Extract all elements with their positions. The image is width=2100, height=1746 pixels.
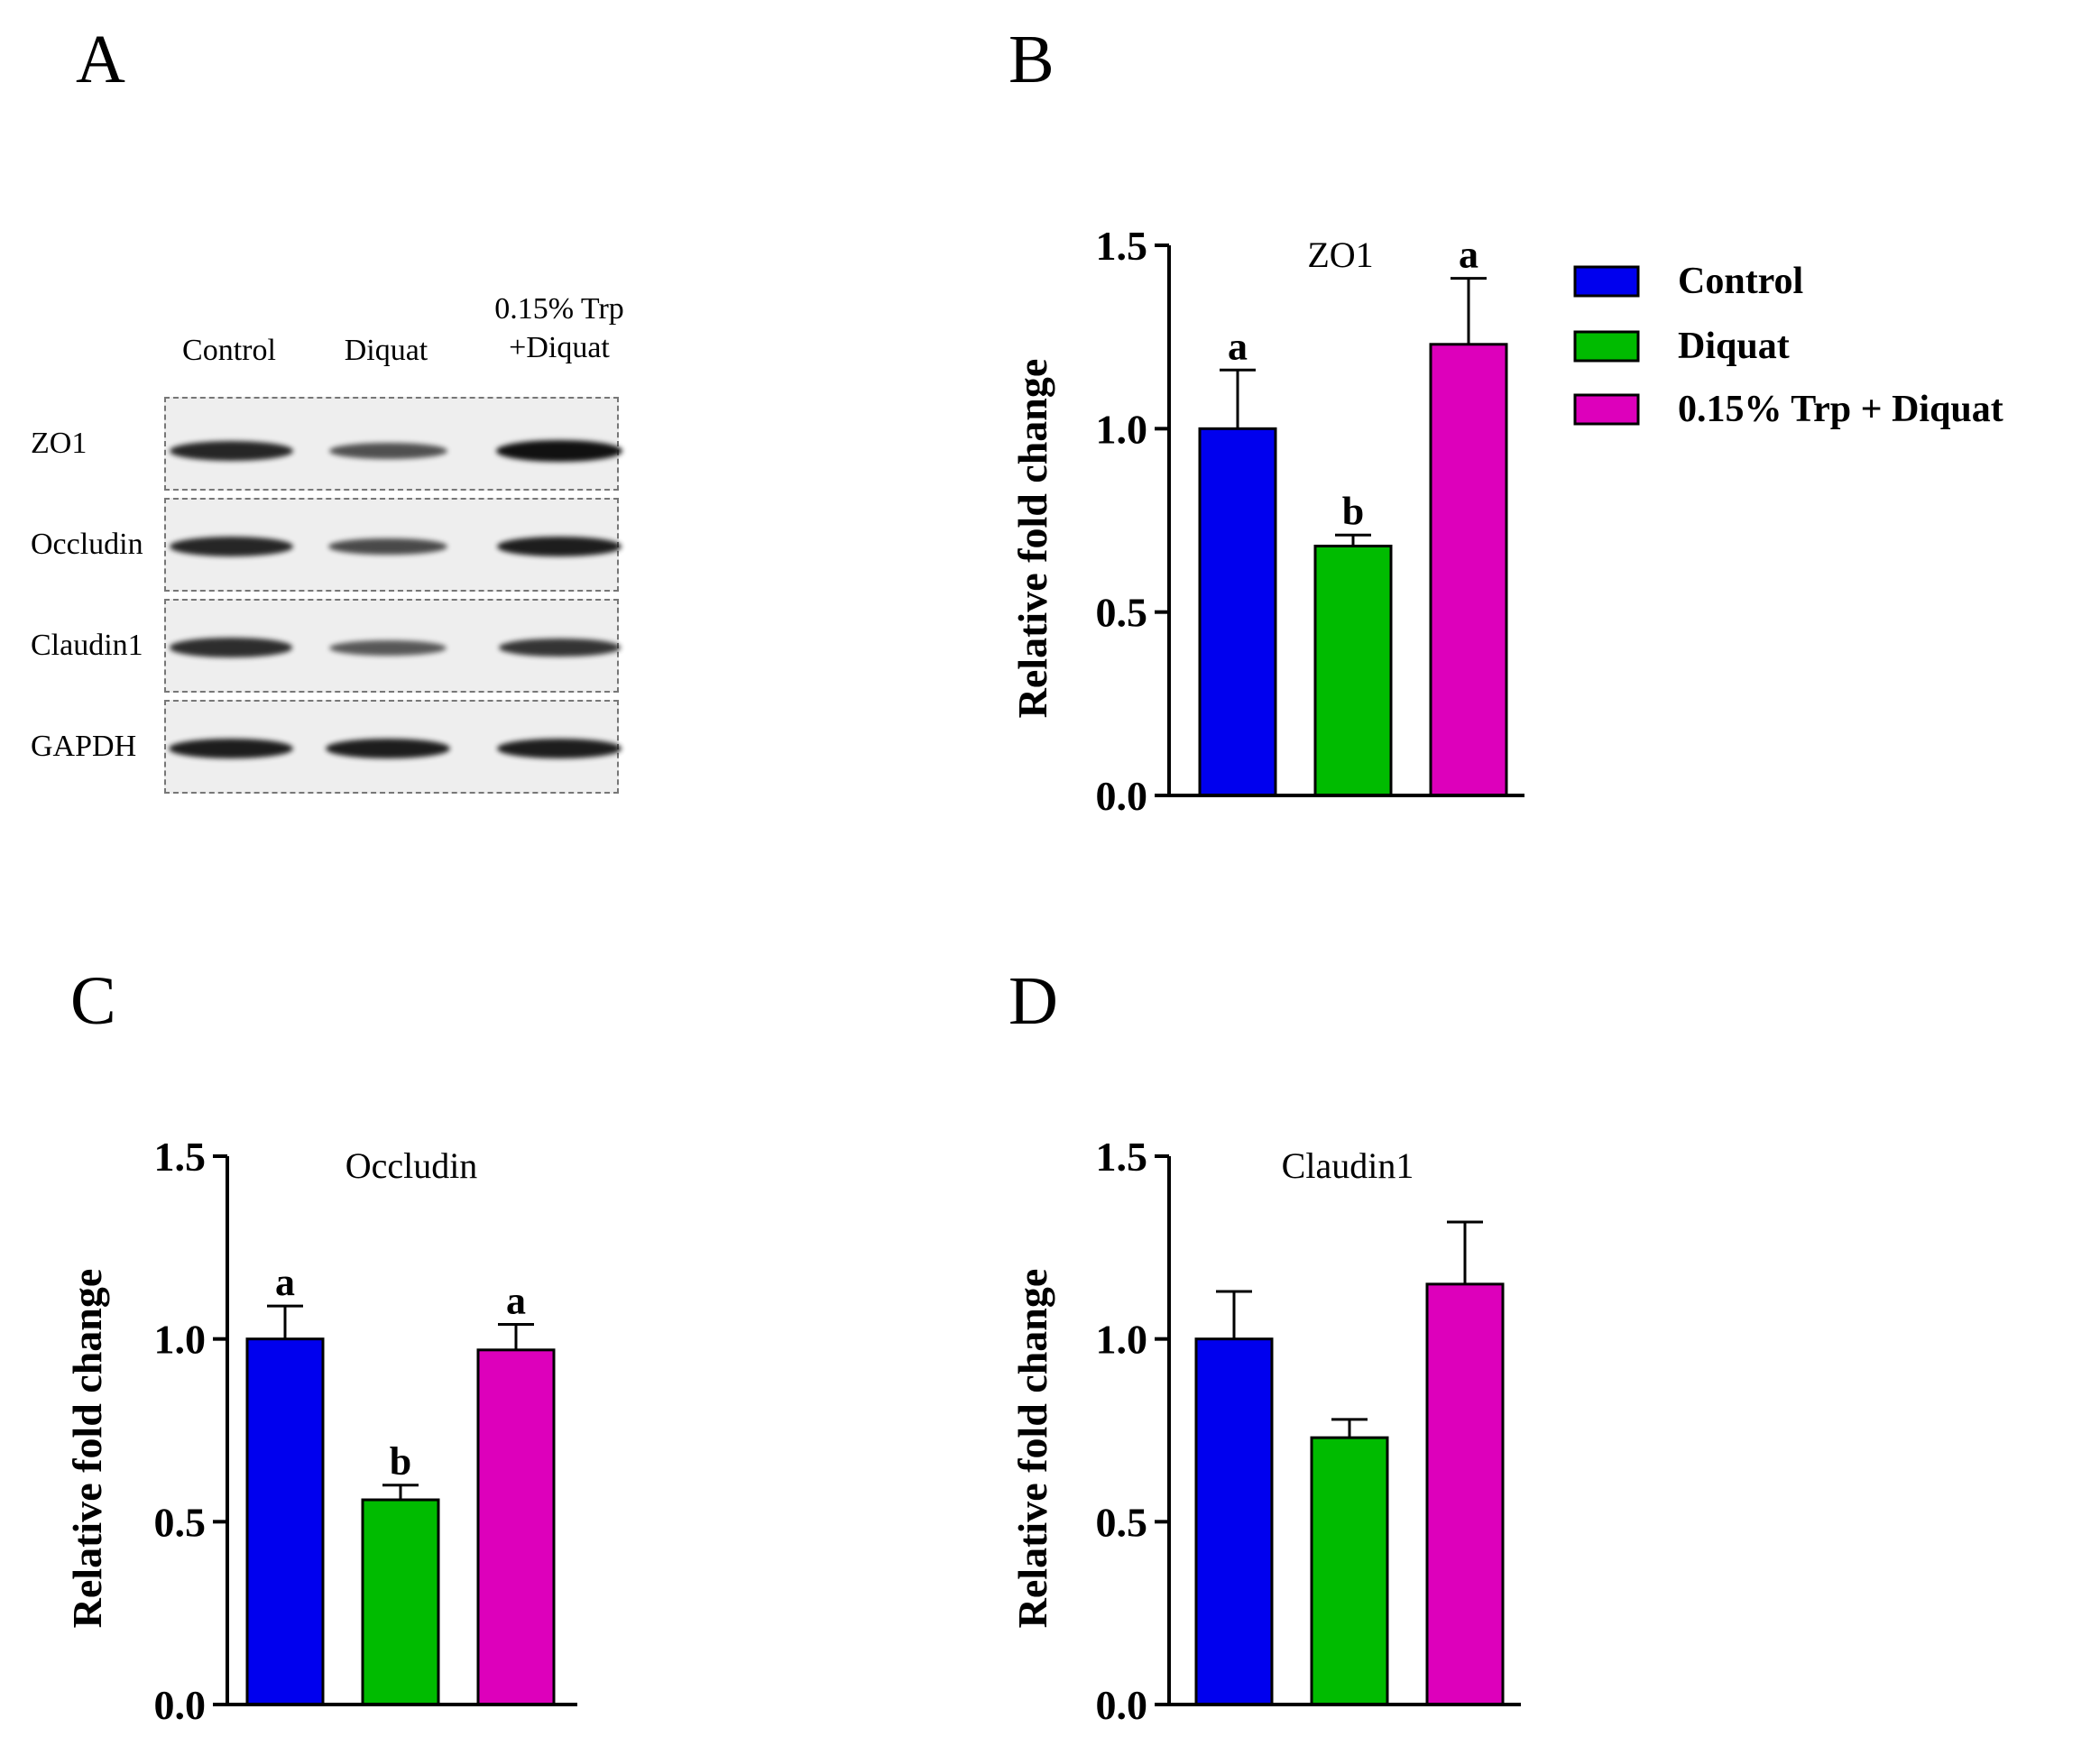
significance-label: a xyxy=(506,1278,526,1322)
bar xyxy=(245,1337,325,1706)
blot-lane-label: 0.15% Trp +Diquat xyxy=(494,292,624,364)
blot-band xyxy=(169,441,293,461)
blot-lane-label: Control xyxy=(182,334,276,367)
blot-band xyxy=(169,537,293,556)
legend-label: 0.15% Trp + Diquat xyxy=(1678,389,2003,430)
blot-strip xyxy=(164,397,622,491)
bar xyxy=(476,1348,556,1706)
y-tick-label: 1.5 xyxy=(154,1134,207,1180)
blot-band xyxy=(329,639,447,656)
y-axis-label: Relative fold change xyxy=(1009,1269,1055,1629)
y-tick-label: 0.5 xyxy=(1096,590,1148,636)
panel-c-label: C xyxy=(70,963,116,1039)
y-axis-label: Relative fold change xyxy=(1009,359,1055,719)
y-tick-label: 1.0 xyxy=(1096,406,1148,452)
y-tick-label: 1.5 xyxy=(1096,223,1148,269)
y-tick-label: 1.0 xyxy=(1096,1317,1148,1363)
chart-title: Claudin1 xyxy=(1282,1145,1414,1186)
significance-label: b xyxy=(390,1439,411,1484)
significance-label: a xyxy=(1228,324,1248,368)
significance-label: a xyxy=(275,1260,295,1304)
blot-band xyxy=(326,738,450,759)
bar xyxy=(1198,427,1277,797)
y-axis-label: Relative fold change xyxy=(64,1269,110,1629)
blot-row-label: GAPDH xyxy=(31,730,137,763)
blot-band xyxy=(497,738,622,759)
y-tick-label: 0.0 xyxy=(1096,773,1148,819)
blot-strip xyxy=(164,498,622,592)
significance-label: a xyxy=(1459,233,1478,277)
blot-band xyxy=(170,638,292,657)
blot-band xyxy=(497,536,622,557)
legend-label: Control xyxy=(1678,261,1803,302)
significance-label: b xyxy=(1342,489,1364,533)
bar xyxy=(361,1498,440,1706)
legend-swatch xyxy=(1573,330,1640,363)
bar xyxy=(1425,1282,1505,1706)
bar xyxy=(1310,1436,1389,1706)
legend-label: Diquat xyxy=(1678,326,1790,367)
y-tick-label: 0.0 xyxy=(1096,1682,1148,1728)
western-blot-panel: Control Diquat 0.15% Trp +Diquat ZO1 Occludi… xyxy=(0,0,686,812)
y-tick-label: 0.5 xyxy=(1096,1499,1148,1545)
y-tick-label: 1.0 xyxy=(154,1317,207,1363)
bar xyxy=(1313,544,1393,797)
blot-row-label: Claudin1 xyxy=(31,629,143,662)
y-tick-label: 0.0 xyxy=(154,1682,207,1728)
panel-b-label: B xyxy=(1009,22,1055,97)
blot-lane-label: Diquat xyxy=(344,334,428,367)
blot-strip xyxy=(164,700,622,794)
legend-swatch xyxy=(1573,393,1640,426)
blot-band xyxy=(496,440,622,462)
bar xyxy=(1429,343,1508,797)
blot-band xyxy=(498,638,621,657)
blot-band xyxy=(328,443,447,459)
blot-band xyxy=(328,538,447,556)
chart-title: Occludin xyxy=(345,1145,478,1186)
panel-a-label: A xyxy=(76,22,125,97)
bar xyxy=(1194,1337,1274,1706)
blot-band xyxy=(169,738,293,759)
y-tick-label: 1.5 xyxy=(1096,1134,1148,1180)
chart-title: ZO1 xyxy=(1307,234,1373,275)
legend-swatch xyxy=(1573,265,1640,298)
y-tick-label: 0.5 xyxy=(154,1499,207,1545)
panel-d-label: D xyxy=(1009,963,1058,1039)
blot-row-label: ZO1 xyxy=(31,427,88,460)
blot-row-label: Occludin xyxy=(31,528,143,561)
blot-strip xyxy=(164,599,621,693)
